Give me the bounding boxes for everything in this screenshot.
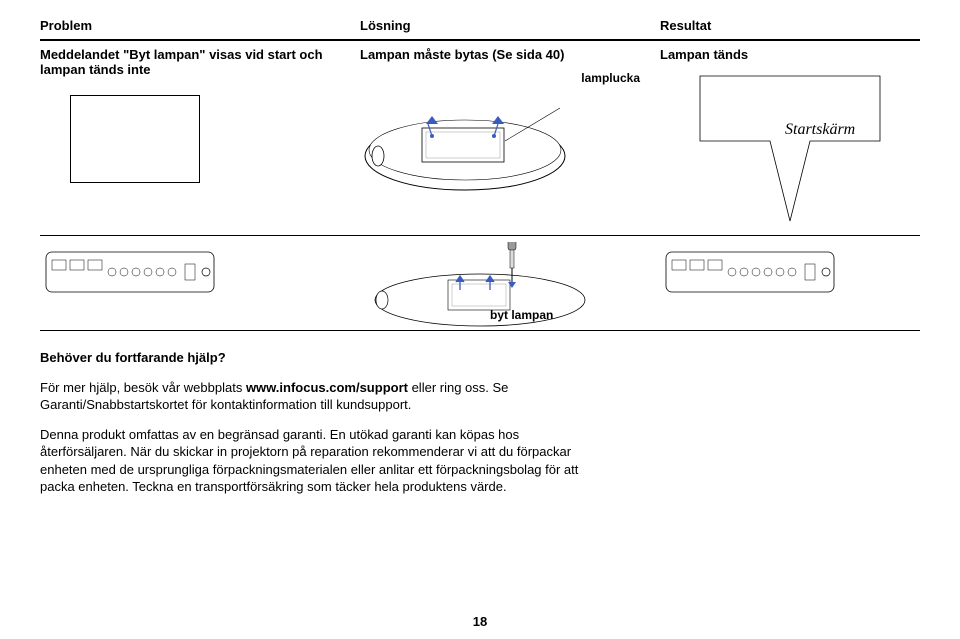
problem-cell: Meddelandet "Byt lampan" visas vid start… [40,41,360,235]
solution-text: Lampan måste bytas (Se sida 40) [360,47,652,62]
startscreen-label: Startskärm [785,121,855,139]
result-text: Lampan tänds [660,47,912,62]
solution-cell: Lampan måste bytas (Se sida 40) lampluck… [360,41,660,235]
support-url: www.infocus.com/support [246,380,408,395]
help-paragraph-2: Denna produkt omfattas av en begränsad g… [40,426,600,496]
callout-shape [690,71,890,231]
table-header-row: Problem Lösning Resultat [40,12,920,41]
table-row: Meddelandet "Byt lampan" visas vid start… [40,41,920,236]
page-number: 18 [0,614,960,629]
problem-text: Meddelandet "Byt lampan" visas vid start… [40,47,352,77]
projector-lamp-change-diagram [360,242,610,332]
lamp-cover-label: lamplucka [581,71,640,85]
change-lamp-label: byt lampan [490,308,553,322]
solution-cell-2: byt lampan [360,236,660,330]
help-paragraph-1: För mer hjälp, besök vår webbplats www.i… [40,379,600,414]
projector-top-diagram [360,66,590,206]
help-heading: Behöver du fortfarande hjälp? [40,349,600,367]
projector-back-small [660,242,840,302]
table-row: byt lampan [40,236,920,331]
header-result: Resultat [660,18,711,33]
header-solution: Lösning [360,18,411,33]
projector-back-small [40,242,220,302]
help-section: Behöver du fortfarande hjälp? För mer hj… [40,349,600,496]
blank-screen-icon [70,95,200,183]
result-cell: Lampan tänds Startskärm [660,41,920,235]
result-cell-2 [660,236,920,330]
startscreen-callout: Startskärm [690,71,890,221]
header-problem: Problem [40,18,92,33]
problem-cell-2 [40,236,360,330]
